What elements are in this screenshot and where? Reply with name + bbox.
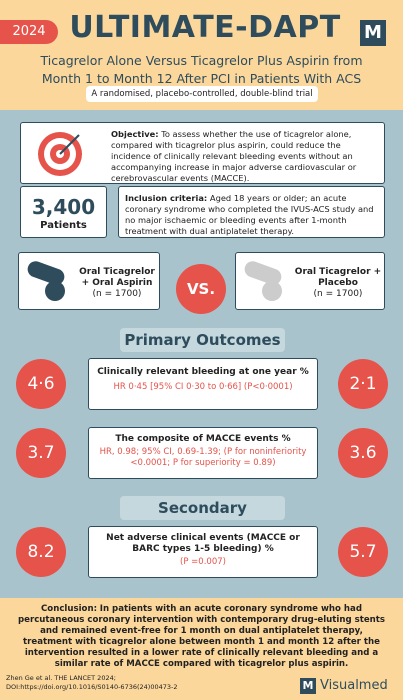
outcome-name: Net adverse clinical events (MACCE or BA… bbox=[106, 533, 300, 554]
outcome-stat: (P =0.007) bbox=[180, 557, 226, 567]
text: In patients with an acute coronary syndr… bbox=[17, 604, 386, 669]
conclusion-panel bbox=[0, 598, 403, 700]
outcome-name: The composite of MACCE events % bbox=[115, 434, 291, 444]
target-icon bbox=[38, 132, 82, 176]
outcome-box: Clinically relevant bleeding at one year… bbox=[88, 358, 318, 410]
conclusion: Conclusion: In patients with an acute co… bbox=[16, 604, 387, 670]
placebo-value: 3.6 bbox=[338, 428, 388, 478]
design: A randomised, placebo-controlled, double… bbox=[86, 86, 318, 102]
label: Conclusion: bbox=[41, 604, 98, 614]
outcome-stat: HR, 0.98; 95% CI, 0.69-1.39; (P for noni… bbox=[99, 447, 307, 468]
patients-count: 3,400 bbox=[31, 195, 96, 219]
brand: Visualmed bbox=[320, 678, 388, 693]
brand-logo: M bbox=[300, 678, 316, 694]
arm-n: (n = 1700) bbox=[313, 289, 363, 299]
citation-line: Zhen Ge et al. THE LANCET 2024; bbox=[6, 674, 116, 682]
section-title: Secondary Outcome bbox=[120, 496, 285, 541]
arm-n: (n = 1700) bbox=[92, 289, 142, 299]
ticagrelor-value: 8.2 bbox=[16, 527, 66, 577]
arm-name: Oral Ticagrelor + Oral Aspirin bbox=[79, 267, 155, 288]
year-badge: 2024 bbox=[0, 20, 58, 44]
label: Inclusion criteria: bbox=[125, 193, 208, 203]
section-title: Primary Outcomes bbox=[120, 328, 285, 352]
outcome-stat: HR 0·45 [95% CI 0·30 to 0·66] (P<0·0001) bbox=[113, 382, 293, 392]
patients-box: 3,400 Patients bbox=[20, 186, 107, 238]
ticagrelor-value: 4·6 bbox=[16, 359, 66, 409]
doi: DOI:https://doi.org/10.1016/S0140-6736(2… bbox=[6, 683, 178, 691]
arm-box: Oral Ticagrelor + Oral Aspirin (n = 1700) bbox=[18, 252, 160, 310]
logo: M bbox=[360, 20, 386, 46]
patients-label: Patients bbox=[40, 220, 87, 231]
text: To assess whether the use of ticagrelor … bbox=[111, 129, 357, 183]
pill-icon bbox=[27, 261, 65, 301]
inclusion-box: Inclusion criteria: Aged 18 years or old… bbox=[118, 186, 385, 238]
subtitle: Ticagrelor Alone Versus Ticagrelor Plus … bbox=[40, 53, 363, 86]
placebo-value: 5.7 bbox=[338, 527, 388, 577]
vs: VS. bbox=[176, 264, 226, 314]
placebo-value: 2·1 bbox=[338, 359, 388, 409]
label: Objective: bbox=[111, 129, 159, 139]
ticagrelor-value: 3.7 bbox=[16, 428, 66, 478]
outcome-box: Net adverse clinical events (MACCE or BA… bbox=[88, 526, 318, 578]
outcome-box: The composite of MACCE events % HR, 0.98;… bbox=[88, 427, 318, 479]
arm-box: Oral Ticagrelor + Placebo (n = 1700) bbox=[235, 252, 385, 310]
pill-icon bbox=[244, 261, 282, 301]
outcome-name: Clinically relevant bleeding at one year… bbox=[97, 367, 309, 377]
citation: Zhen Ge et al. THE LANCET 2024; DOI:https… bbox=[6, 674, 286, 692]
objective-box: Objective: To assess whether the use of … bbox=[20, 122, 385, 184]
text: Aged 18 years or older; an acute coronar… bbox=[125, 193, 374, 236]
title: ULTIMATE-DAPT bbox=[69, 10, 341, 45]
arm-name: Oral Ticagrelor + Placebo bbox=[294, 267, 382, 288]
